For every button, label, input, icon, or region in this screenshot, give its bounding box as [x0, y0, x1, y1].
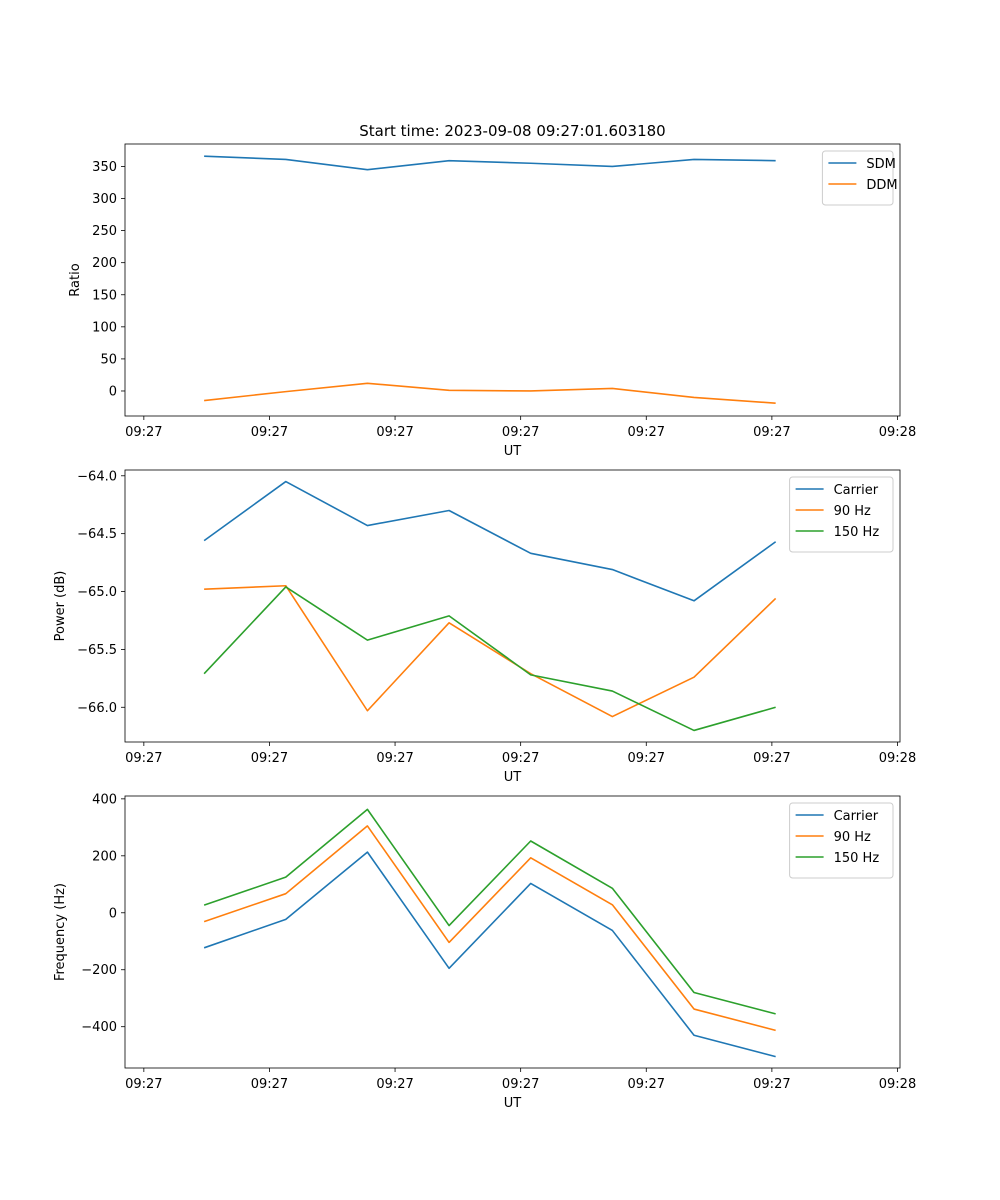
power-y-tick-label: −64.0: [77, 469, 117, 484]
frequency-panel: 09:27 09:27 09:27 09:27 09:27 09:27 09:28 −400 −…: [53, 792, 916, 1111]
ratio-y-axis-label: Ratio: [68, 263, 83, 296]
frequency-y-tick-label: −200: [81, 963, 117, 978]
power-x-tick-label: 09:27: [125, 751, 162, 766]
frequency-legend-label-150-hz: 150 Hz: [834, 851, 880, 866]
power-y-tick-label: −65.0: [77, 585, 117, 600]
frequency-plot-frame: [124, 795, 901, 1069]
power-legend: Carrier 90 Hz 150 Hz: [789, 476, 894, 553]
ratio-legend-label-ddm: DDM: [866, 178, 897, 193]
frequency-x-tick-label: 09:27: [502, 1077, 539, 1092]
power-x-tick-label: 09:27: [251, 751, 288, 766]
frequency-legend: Carrier 90 Hz 150 Hz: [789, 802, 894, 879]
ratio-x-tick-label: 09:27: [753, 425, 790, 440]
ratio-legend-label-sdm: SDM: [866, 157, 895, 172]
power-x-tick-label: 09:27: [376, 751, 413, 766]
power-series-line-150-hz: [203, 586, 776, 732]
frequency-x-tick-label: 09:28: [879, 1077, 916, 1092]
ratio-series-line-sdm: [204, 155, 776, 171]
frequency-y-tick-label: 200: [92, 849, 117, 864]
figure-title: Start time: 2023-09-08 09:27:01.603180: [359, 122, 665, 140]
ratio-panel: 09:27 09:27 09:27 09:27 09:27 09:27 09:28 0 50 10…: [68, 143, 916, 459]
frequency-series-line-carrier: [203, 851, 776, 1058]
frequency-x-tick-label: 09:27: [376, 1077, 413, 1092]
frequency-x-tick-label: 09:27: [753, 1077, 790, 1092]
frequency-y-tick-label: −400: [81, 1020, 117, 1035]
power-y-axis-label: Power (dB): [53, 571, 68, 642]
ratio-y-tick-label: 300: [92, 192, 117, 207]
ratio-x-tick-label: 09:27: [628, 425, 665, 440]
ratio-x-tick-label: 09:27: [502, 425, 539, 440]
power-legend-label-150-hz: 150 Hz: [834, 525, 880, 540]
power-x-tick-label: 09:27: [628, 751, 665, 766]
power-x-tick-label: 09:27: [753, 751, 790, 766]
ratio-x-tick-label: 09:27: [251, 425, 288, 440]
ratio-x-tick-label: 09:27: [376, 425, 413, 440]
power-legend-label-carrier: Carrier: [834, 483, 879, 498]
frequency-series-line-150-hz: [203, 808, 776, 1015]
power-series-line-90-hz: [204, 584, 777, 718]
ratio-legend: SDM DDM: [821, 150, 898, 206]
ratio-y-tick-label: 350: [92, 160, 117, 175]
ratio-plot-frame: [124, 143, 901, 417]
power-y-tick-label: −65.5: [77, 643, 117, 658]
frequency-series-line-90-hz: [203, 825, 776, 1032]
frequency-x-tick-label: 09:27: [628, 1077, 665, 1092]
power-legend-box: [789, 476, 894, 553]
ratio-y-tick-label: 100: [92, 320, 117, 335]
ratio-y-tick-label: 50: [100, 352, 117, 367]
power-legend-label-90-hz: 90 Hz: [834, 504, 871, 519]
frequency-legend-label-carrier: Carrier: [834, 809, 879, 824]
frequency-x-tick-label: 09:27: [125, 1077, 162, 1092]
frequency-y-tick-label: 0: [109, 906, 117, 921]
power-x-tick-label: 09:27: [502, 751, 539, 766]
frequency-legend-box: [789, 802, 894, 879]
frequency-legend-label-90-hz: 90 Hz: [834, 830, 871, 845]
ratio-y-tick-label: 250: [92, 224, 117, 239]
frequency-y-tick-label: 400: [92, 792, 117, 807]
power-x-tick-label: 09:28: [879, 751, 916, 766]
ratio-x-axis-label: UT: [504, 444, 522, 459]
frequency-y-axis-label: Frequency (Hz): [53, 883, 68, 981]
power-y-tick-label: −66.0: [77, 701, 117, 716]
power-y-tick-label: −64.5: [77, 527, 117, 542]
power-plot-frame: [124, 469, 901, 743]
ratio-y-tick-label: 200: [92, 256, 117, 271]
ratio-x-tick-label: 09:28: [879, 425, 916, 440]
ratio-y-tick-label: 0: [109, 384, 117, 399]
ratio-legend-box: [821, 150, 894, 206]
ratio-series-line-ddm: [204, 382, 776, 404]
frequency-x-axis-label: UT: [504, 1096, 522, 1111]
power-panel: 09:27 09:27 09:27 09:27 09:27 09:27 09:28 −66.0…: [53, 469, 916, 785]
ratio-x-tick-label: 09:27: [125, 425, 162, 440]
ratio-y-tick-label: 150: [92, 288, 117, 303]
frequency-x-tick-label: 09:27: [251, 1077, 288, 1092]
power-series-line-carrier: [203, 480, 777, 602]
power-x-axis-label: UT: [504, 770, 522, 785]
